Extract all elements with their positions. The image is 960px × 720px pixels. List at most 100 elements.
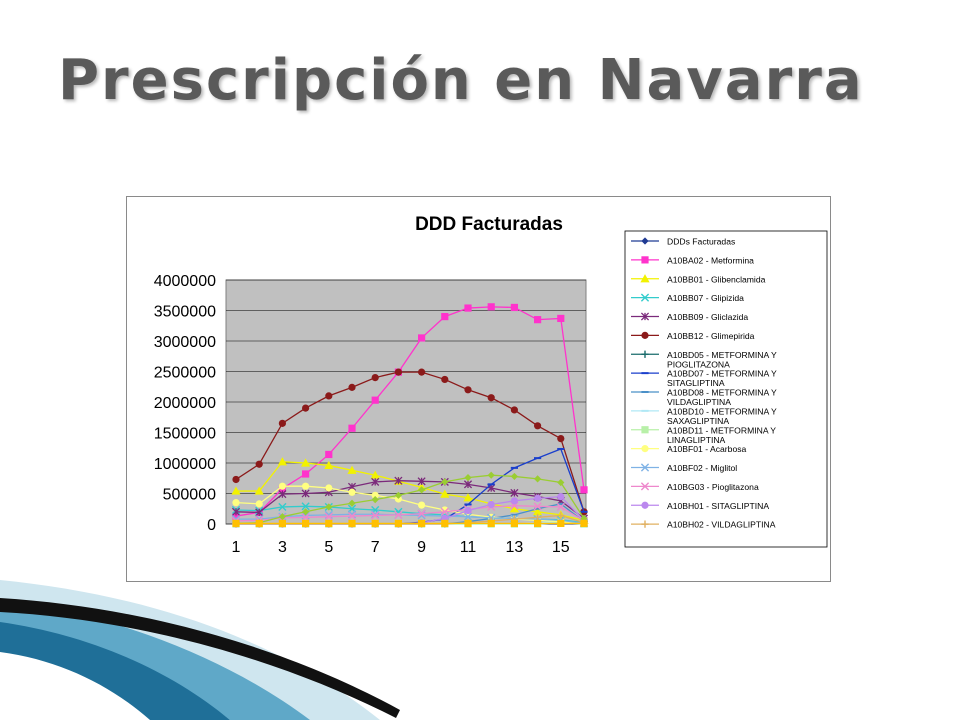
legend-entry-label: A10BB01 - Glibenclamida	[667, 274, 766, 284]
legend-entry-label-cont: SITAGLIPTINA	[667, 378, 725, 388]
data-point	[510, 497, 518, 505]
data-point	[255, 508, 264, 517]
legend-marker	[641, 445, 649, 453]
data-point	[255, 460, 263, 468]
data-point	[509, 504, 519, 513]
data-point	[371, 477, 380, 486]
y-tick-label: 1500000	[154, 426, 216, 443]
data-point	[302, 482, 310, 490]
plot-area: 0 500000 1000000 1500000 2000000 2500000 30000…	[154, 273, 589, 556]
legend-marker	[641, 237, 649, 245]
legend-marker	[641, 350, 649, 358]
legend-entry-label: A10BG03 - Pioglitazona	[667, 482, 759, 492]
data-point	[348, 499, 356, 507]
x-tick-label: 9	[417, 539, 426, 556]
chart-title: DDD Facturadas	[415, 214, 563, 235]
data-point	[557, 511, 565, 520]
line-chart: DDD Facturadas 0 500000 1000000 1500000 2000…	[154, 214, 828, 556]
data-point	[232, 512, 240, 520]
legend-box	[624, 230, 828, 548]
data-point	[325, 450, 333, 459]
data-point	[510, 303, 518, 312]
data-point	[371, 491, 379, 499]
data-point	[325, 392, 333, 400]
data-point	[394, 519, 402, 527]
data-point	[417, 477, 426, 486]
data-point	[278, 490, 287, 499]
data-point	[232, 475, 240, 484]
legend-marker	[640, 463, 650, 472]
x-tick-label: 3	[278, 539, 287, 556]
data-point	[324, 460, 334, 470]
legend-entry-label: A10BB12 - Glimepirida	[667, 331, 755, 341]
legend-marker	[641, 256, 649, 264]
legend-entry-label: A10BD08 - METFORMINA Y	[667, 388, 777, 398]
data-point	[463, 493, 473, 502]
data-point	[418, 334, 426, 342]
data-point	[510, 472, 518, 481]
data-point	[418, 486, 426, 494]
data-point	[441, 478, 449, 486]
data-point	[441, 313, 449, 321]
legend-marker	[641, 520, 649, 528]
data-point	[254, 486, 264, 495]
data-point	[418, 368, 426, 376]
data-point	[394, 510, 403, 519]
y-tick-label: 4000000	[154, 273, 216, 290]
legend-entry-label: A10BF02 - Miglitol	[667, 463, 737, 473]
data-point	[348, 519, 356, 527]
data-point	[534, 422, 542, 430]
data-point	[278, 502, 287, 512]
series-line-16	[235, 474, 585, 525]
legend-entry-label: A10BD05 - METFORMINA Y	[667, 350, 777, 360]
data-point	[557, 314, 565, 323]
series-line-5	[235, 371, 585, 512]
data-point	[440, 489, 450, 498]
data-point	[440, 507, 449, 516]
data-point	[301, 458, 311, 467]
data-point	[348, 488, 356, 496]
legend-entry-label: A10BH01 - SITAGLIPTINA	[667, 501, 769, 511]
data-point	[418, 519, 426, 527]
data-point	[371, 510, 380, 519]
data-point	[278, 419, 286, 427]
y-tick-label: 0	[207, 517, 216, 534]
data-point	[487, 519, 495, 527]
data-point	[278, 482, 286, 490]
data-point	[302, 470, 310, 478]
legend-entry-label: A10BD11 - METFORMINA Y	[667, 425, 776, 435]
legend-entry-label-cont: SAXAGLIPTINA	[667, 416, 729, 426]
data-point	[464, 519, 472, 527]
legend-marker	[640, 274, 650, 283]
data-point	[464, 386, 472, 394]
data-point	[370, 470, 380, 479]
data-point	[325, 484, 333, 492]
data-point	[394, 491, 402, 499]
data-point	[487, 471, 495, 479]
legend-marker	[640, 312, 650, 321]
data-point	[301, 489, 310, 498]
legend-marker	[640, 293, 650, 302]
legend-entry-label: A10BD07 - METFORMINA Y	[667, 369, 777, 379]
data-point	[277, 457, 287, 466]
legend-marker	[641, 331, 649, 339]
data-point	[534, 513, 542, 521]
data-point	[557, 478, 565, 487]
data-point	[302, 519, 310, 527]
data-point	[534, 475, 542, 483]
data-point	[325, 503, 333, 511]
data-point	[301, 513, 310, 522]
data-point	[231, 507, 241, 516]
data-point	[487, 303, 495, 311]
series-line-1	[235, 306, 585, 517]
data-point	[301, 502, 310, 511]
data-point	[394, 495, 402, 503]
data-point	[441, 375, 449, 384]
slide-title: Prescripción en Navarra	[58, 48, 864, 113]
legend-entry-label: A10BB09 - Gliclazida	[667, 312, 748, 322]
series-line-11	[235, 485, 585, 525]
data-point	[417, 509, 426, 518]
legend: DDDs Facturadas A10BA02 - Metformina A10BB…	[624, 230, 828, 548]
data-point	[371, 396, 379, 404]
x-tick-label: 7	[371, 539, 380, 556]
